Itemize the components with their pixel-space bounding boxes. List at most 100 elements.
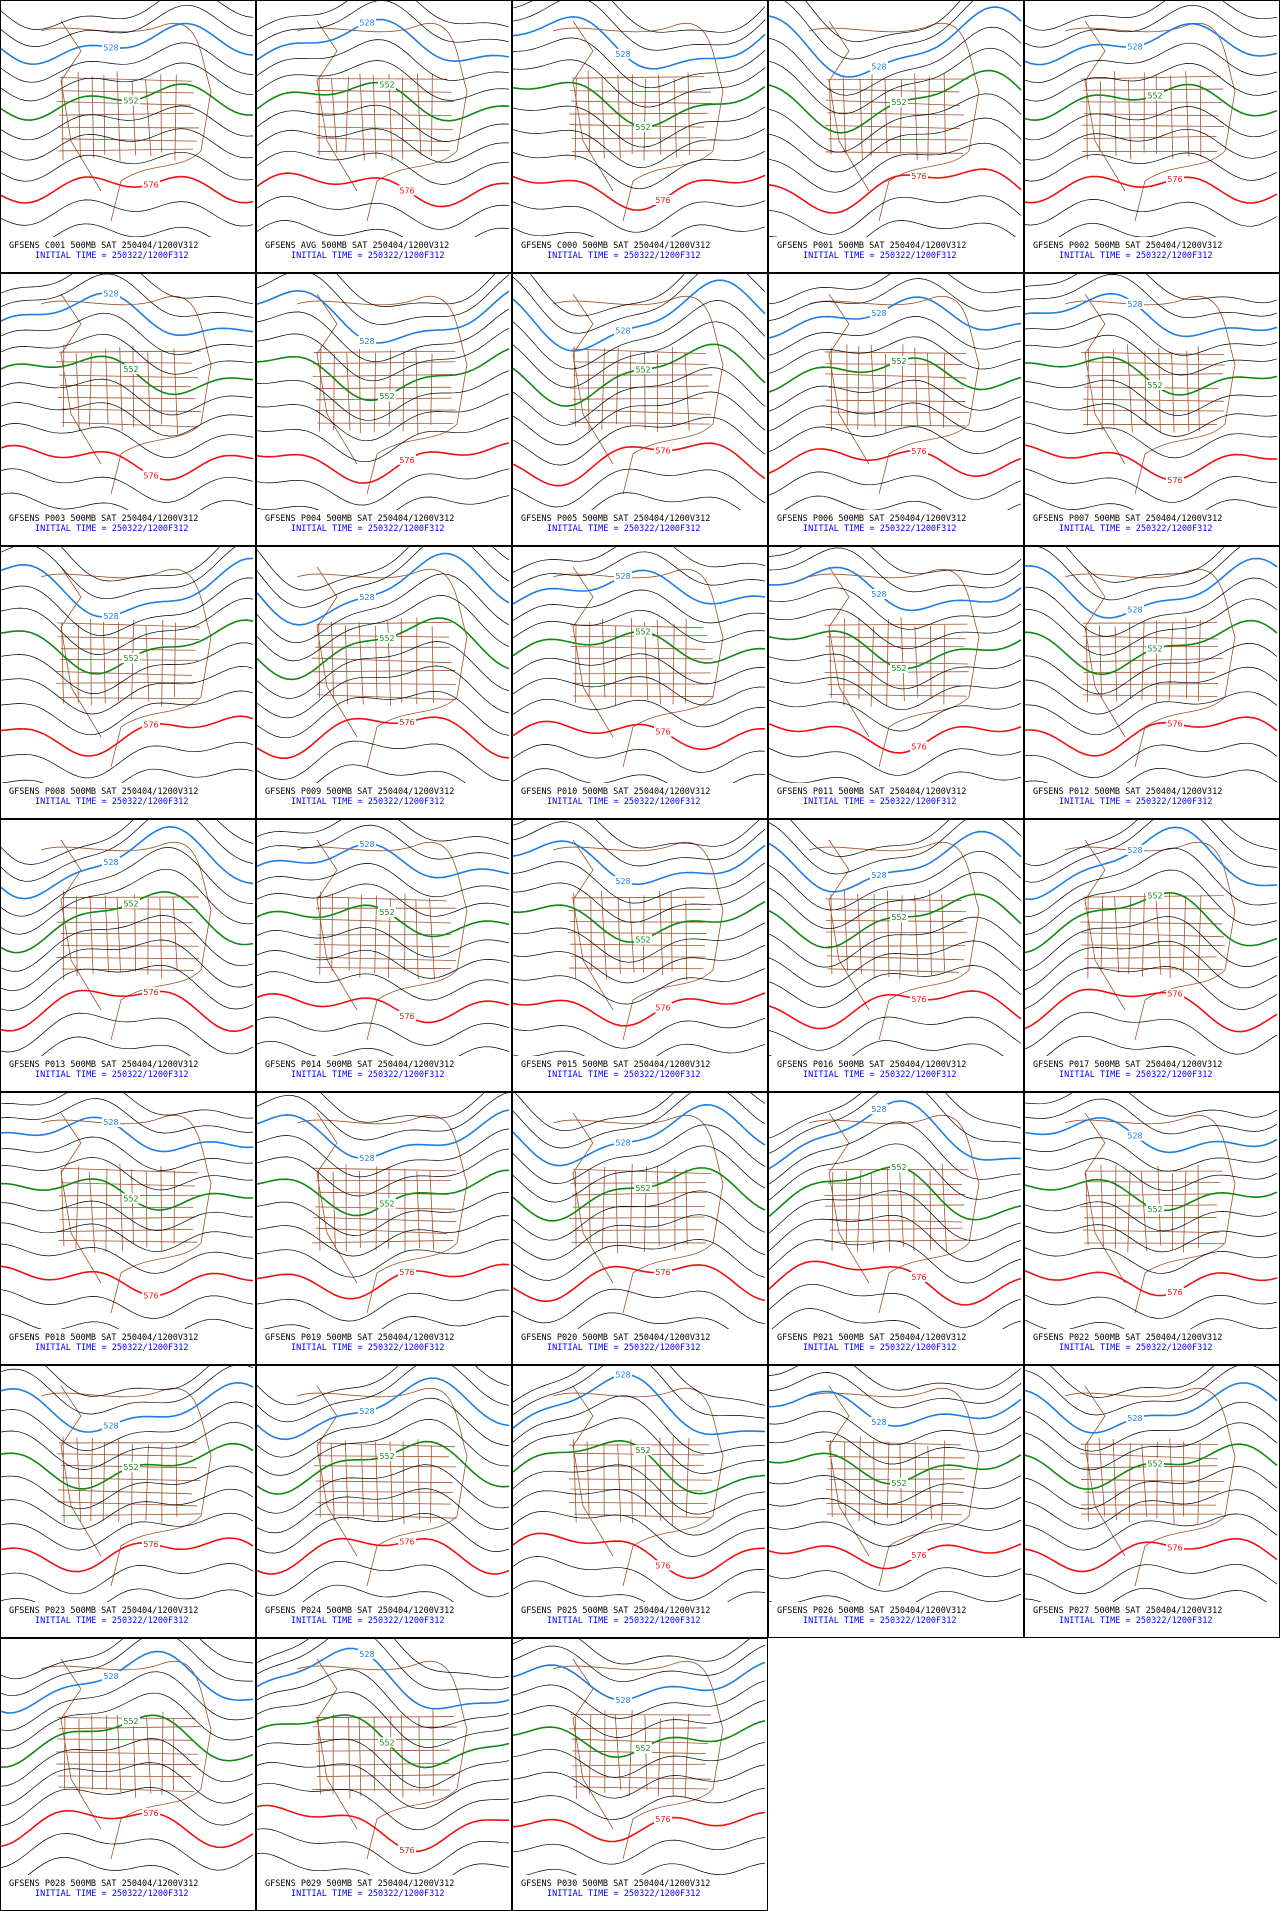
initial-time: INITIAL TIME = 250322/1200F312 [803,524,957,534]
contour [513,1837,766,1865]
contour-label: 552 [379,1738,394,1747]
borders [296,20,468,222]
map-panel: 528 552 576 GFSENS AVG 500MB SAT 250404/120… [256,0,512,273]
contour [1025,666,1278,715]
label-bg [1146,380,1164,391]
label-bg [122,95,140,106]
map-panel: 528 552 576 GFSENS P030 500MB SAT 250404/12… [512,1638,768,1911]
map: 528 552 576 [513,820,767,1091]
contour [257,1560,510,1598]
key-contour [769,566,1022,612]
contour [1025,128,1278,161]
label-bg [910,1550,928,1561]
contour [769,850,1022,911]
key-contour [769,1390,1022,1427]
label-bg [122,364,140,375]
key-contour [1,557,254,618]
label-bg [1166,1542,1184,1553]
contour-label: 552 [635,1744,650,1753]
caption-bg [1,1602,255,1637]
contour [1,847,254,917]
contour [1025,869,1278,935]
contour-label: 552 [379,80,394,89]
contour [257,1,510,45]
panel-title: GFSENS P027 500MB SAT 250404/1200V312 [1033,1606,1223,1616]
caption-bg [1025,1056,1279,1091]
contour-label: 528 [615,327,630,336]
contour-label: 552 [635,936,650,945]
contour [1025,820,1278,883]
key-contour [1,715,254,757]
label-bg [890,912,908,923]
contour-label: 552 [891,98,906,107]
map: 528 552 576 [769,820,1023,1091]
label-bg [378,906,396,917]
label-bg [870,61,888,72]
label-bg [102,1671,120,1682]
map: 528 552 576 [1025,1,1279,272]
label-bg [1146,1203,1164,1214]
contour [513,274,766,334]
contour-label: 528 [1127,1414,1142,1423]
caption-bg [1025,1329,1279,1364]
map-panel: 528 552 576 GFSENS P023 500MB SAT 250404/12… [0,1365,256,1638]
contour [257,971,510,1001]
map-panel: 528 552 576 GFSENS P003 500MB SAT 250404/12… [0,273,256,546]
contour-label: 576 [143,1809,158,1818]
borders [40,1385,212,1587]
label-bg [1166,988,1184,999]
label-bg [870,1104,888,1115]
contour [513,1489,766,1536]
map: 528 552 576 [513,1093,767,1364]
contour [1,1787,254,1827]
contour [257,1419,510,1476]
contour-label: 552 [123,365,138,374]
key-contour [1025,557,1278,619]
contour [513,861,766,904]
map: 528 552 576 [1,274,255,545]
map: 528 552 576 [513,1,767,272]
contour [769,426,1022,455]
panel-title: GFSENS P016 500MB SAT 250404/1200V312 [777,1060,967,1070]
contour [1,1563,254,1595]
contour [513,468,766,508]
contour [1025,199,1278,227]
contour [1065,547,1225,583]
panel-title: GFSENS P026 500MB SAT 250404/1200V312 [777,1606,967,1616]
initial-time: INITIAL TIME = 250322/1200F312 [291,1889,445,1899]
contour-label: 552 [123,1194,138,1203]
initial-time: INITIAL TIME = 250322/1200F312 [291,1616,445,1626]
label-bg [634,1445,652,1456]
map-panel: 528 552 576 GFSENS P020 500MB SAT 250404/12… [512,1092,768,1365]
key-contour [257,1647,510,1710]
contour [257,195,510,230]
contour [1025,313,1278,356]
key-contour [769,722,1022,754]
contour [1,1243,254,1274]
contour [1050,1366,1215,1398]
contour [257,573,510,643]
contour [1025,152,1278,182]
label-bg [614,1137,632,1148]
contour [1025,1563,1278,1594]
contour [257,1040,510,1070]
initial-time: INITIAL TIME = 250322/1200F312 [547,1889,701,1899]
contour [513,200,766,233]
label-bg [634,1182,652,1193]
contour [320,1093,485,1123]
map-panel: 528 552 576 GFSENS P009 500MB SAT 250404/12… [256,546,512,819]
contour [1025,742,1278,778]
contour [1,378,254,416]
contour [257,39,510,81]
label-bg [142,1290,160,1301]
label-bg [102,288,120,299]
contour [257,1762,510,1810]
initial-time: INITIAL TIME = 250322/1200F312 [547,1070,701,1080]
contour [257,1828,510,1874]
contour-label: 552 [1147,381,1162,390]
panel-title: GFSENS P007 500MB SAT 250404/1200V312 [1033,514,1223,524]
contour [257,1464,510,1514]
contour [513,1639,750,1665]
label-bg [122,1716,140,1727]
key-contour [1025,292,1278,338]
